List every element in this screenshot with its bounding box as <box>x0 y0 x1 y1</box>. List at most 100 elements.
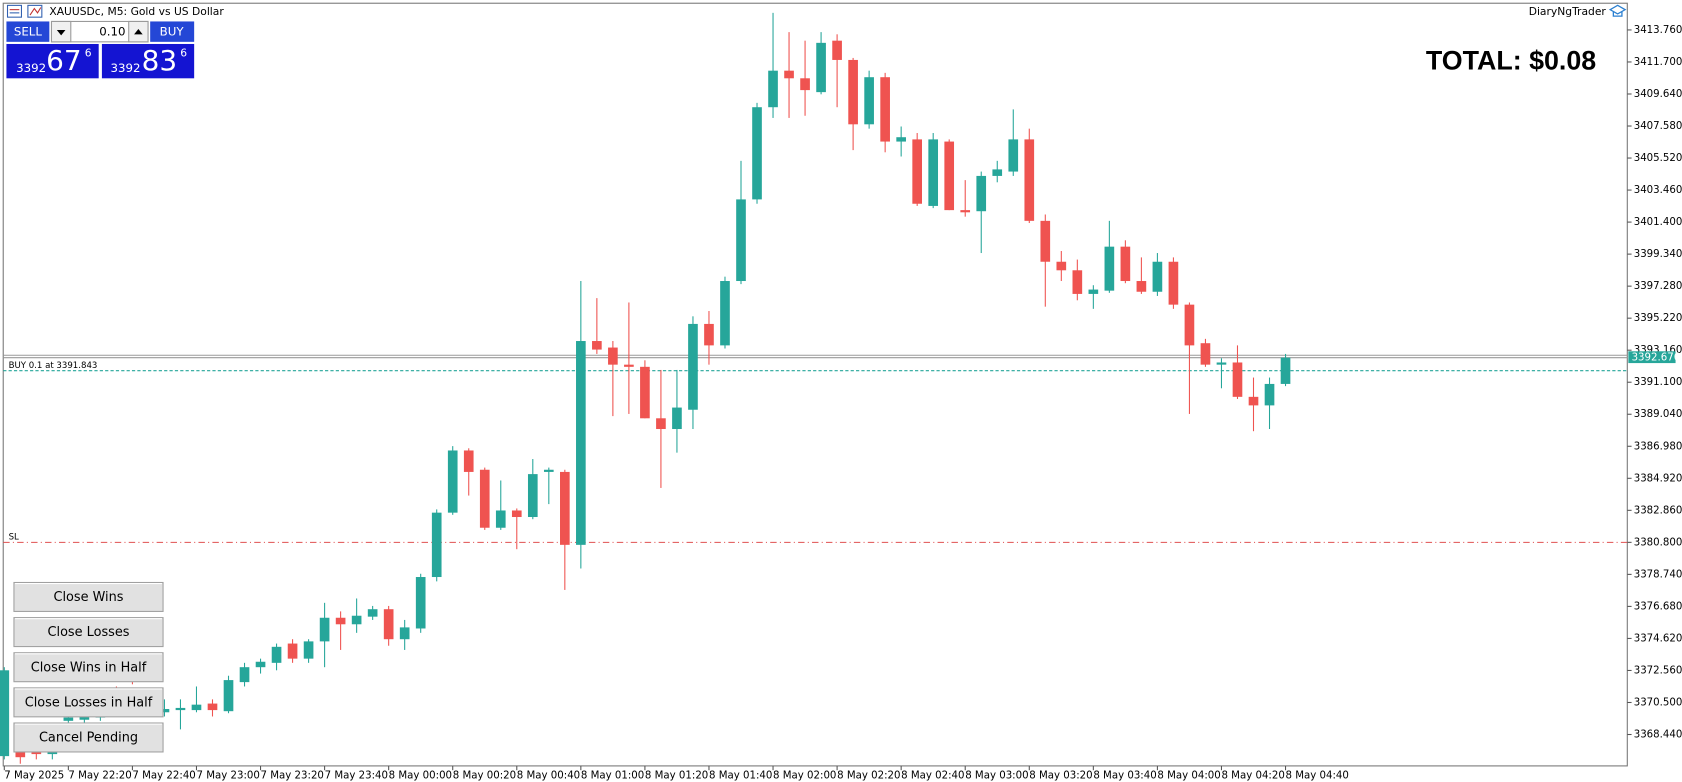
arrow-up <box>134 28 143 35</box>
buy-label[interactable]: BUY <box>160 25 185 39</box>
candle-body <box>1168 261 1179 305</box>
order-label: BUY 0.1 at 3391.843 <box>9 361 98 371</box>
candle-body <box>1088 289 1099 294</box>
account-name: DiaryNgTrader <box>1529 5 1607 18</box>
y-tick-label: 3411.700 <box>1634 57 1682 68</box>
candle-body <box>223 680 234 712</box>
candle-body <box>784 70 794 79</box>
buy-price-point: 6 <box>180 47 187 60</box>
y-tick-label: 3399.340 <box>1634 249 1682 260</box>
candle-body <box>431 512 442 578</box>
action-button-label[interactable]: Cancel Pending <box>39 731 138 746</box>
candle-body <box>896 137 906 142</box>
candle-body <box>976 175 987 212</box>
bid-tag <box>1628 351 1676 364</box>
x-tick-label: 8 May 03:20 <box>1029 771 1092 782</box>
candle-body <box>79 716 90 720</box>
candle-body <box>415 577 426 629</box>
candle-body <box>1248 396 1259 406</box>
icon <box>6 4 22 18</box>
candle-body <box>303 641 314 659</box>
candle-body <box>704 323 714 346</box>
action-button-label[interactable]: Close Wins in Half <box>31 660 147 675</box>
candle-body <box>960 210 971 213</box>
sell-price-point: 6 <box>85 47 92 60</box>
candle-body <box>63 717 74 721</box>
x-tick-label: 8 May 04:20 <box>1221 771 1284 782</box>
y-tick-label: 3374.620 <box>1634 633 1682 644</box>
candle-body <box>239 667 250 683</box>
x-tick-label: 7 May 23:00 <box>196 771 259 782</box>
x-tick-label: 7 May 23:40 <box>325 771 388 782</box>
candle-body <box>1152 261 1163 292</box>
candle-body <box>543 469 554 472</box>
candle-body <box>608 347 618 365</box>
buy-price-digits: 83 <box>142 44 177 77</box>
y-tick-label: 3395.220 <box>1634 313 1682 324</box>
candle-body <box>1056 261 1067 271</box>
candle-body <box>15 750 26 758</box>
action-button-label[interactable]: Close Losses in Half <box>25 695 153 710</box>
action-button-label[interactable]: Close Wins <box>54 590 124 605</box>
candle-body <box>1216 362 1227 365</box>
candle-body <box>944 141 955 211</box>
x-tick-label: 8 May 01:20 <box>645 771 708 782</box>
y-tick-label: 3384.920 <box>1634 473 1682 484</box>
buy-button[interactable] <box>150 21 195 42</box>
candle-body <box>191 704 202 711</box>
sell-price-digits: 67 <box>46 44 81 77</box>
candle-body <box>1024 139 1035 221</box>
candle-body <box>495 510 506 528</box>
candle-body <box>752 107 762 200</box>
sell-label[interactable]: SELL <box>14 25 42 39</box>
x-tick-label: 7 May 22:40 <box>132 771 195 782</box>
action-button-label[interactable]: Close Losses <box>48 625 130 640</box>
candle-body <box>255 661 266 668</box>
candle-body <box>399 627 410 640</box>
y-tick-label: 3370.500 <box>1634 697 1682 708</box>
candle-body <box>1200 343 1211 365</box>
x-tick-label: 8 May 04:40 <box>1286 771 1349 782</box>
candle-body <box>576 341 586 545</box>
lot-value[interactable]: 0.10 <box>99 25 125 39</box>
candle-body <box>848 59 858 125</box>
action-button[interactable] <box>13 687 164 718</box>
action-button[interactable] <box>13 722 164 753</box>
candle-body <box>0 670 10 757</box>
y-tick-label: 3372.560 <box>1634 665 1682 676</box>
y-tick-label: 3376.680 <box>1634 601 1682 612</box>
sell-price-box[interactable] <box>6 43 99 79</box>
action-button[interactable] <box>13 581 164 612</box>
candle-body <box>560 471 570 545</box>
action-button[interactable] <box>13 652 164 683</box>
y-tick-label: 3403.460 <box>1634 185 1682 196</box>
y-tick-label: 3405.520 <box>1634 153 1682 164</box>
candle-body <box>592 341 602 350</box>
action-button[interactable] <box>13 617 164 648</box>
buy-price-box[interactable] <box>101 43 195 79</box>
candle-body <box>271 646 282 663</box>
window-title: XAUUSDc, M5: Gold vs US Dollar <box>49 5 224 18</box>
candle-body <box>1040 220 1051 262</box>
candle-body <box>207 703 218 711</box>
plot-area: 3413.760 3411.700 3409.640 3407.580 3405.520… <box>0 12 1682 782</box>
candle-body <box>624 364 634 367</box>
sell-button[interactable] <box>6 21 50 42</box>
x-tick-label: 8 May 00:20 <box>453 771 516 782</box>
y-tick-label: 3393.160 <box>1634 345 1682 356</box>
candle-body <box>511 510 522 518</box>
candle-body <box>640 366 650 419</box>
candle-body <box>880 77 890 142</box>
candle-body <box>351 615 362 625</box>
y-tick-label: 3386.980 <box>1634 441 1682 452</box>
candle-body <box>768 70 778 108</box>
title-bar: XAUUSDc, M5: Gold vs US Dollar DiaryNgTr… <box>6 4 1627 75</box>
one-click-panel: SELL 0.10 BUY 3392 67 6 3392 83 6 <box>6 20 195 79</box>
candle-body <box>287 643 298 659</box>
buy-price-big: 3392 <box>110 61 140 75</box>
x-tick-label: 8 May 02:40 <box>901 771 964 782</box>
chart-frame <box>2 2 1628 767</box>
candle-body <box>383 609 394 640</box>
